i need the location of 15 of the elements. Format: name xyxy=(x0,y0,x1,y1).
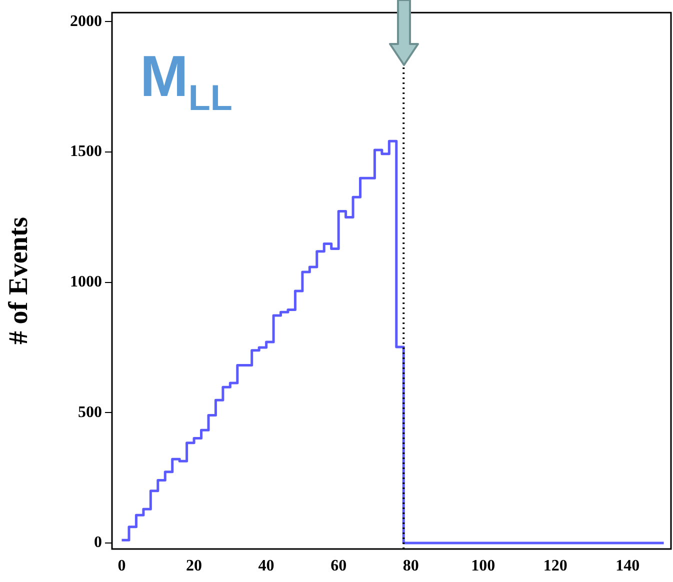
annotation: M$_{LL}$ xyxy=(140,44,232,118)
x-tick-label: 40 xyxy=(258,558,274,575)
y-tick-label: 2000 xyxy=(70,12,102,30)
y-tick-label: 1000 xyxy=(70,274,102,291)
y-tick-label: 500 xyxy=(78,404,102,421)
y-axis-title: # of Events xyxy=(3,217,34,345)
x-tick-label: 60 xyxy=(330,558,347,575)
x-tick-label: 100 xyxy=(471,558,496,575)
x-tick-label: 20 xyxy=(186,558,202,575)
y-tick-label: 0 xyxy=(94,534,102,552)
x-tick-label: 80 xyxy=(402,558,419,575)
y-tick-label: 1500 xyxy=(70,143,102,160)
x-tick-label: 120 xyxy=(543,558,568,575)
x-tick-label: 0 xyxy=(118,558,126,575)
x-tick-label: 140 xyxy=(616,558,640,575)
